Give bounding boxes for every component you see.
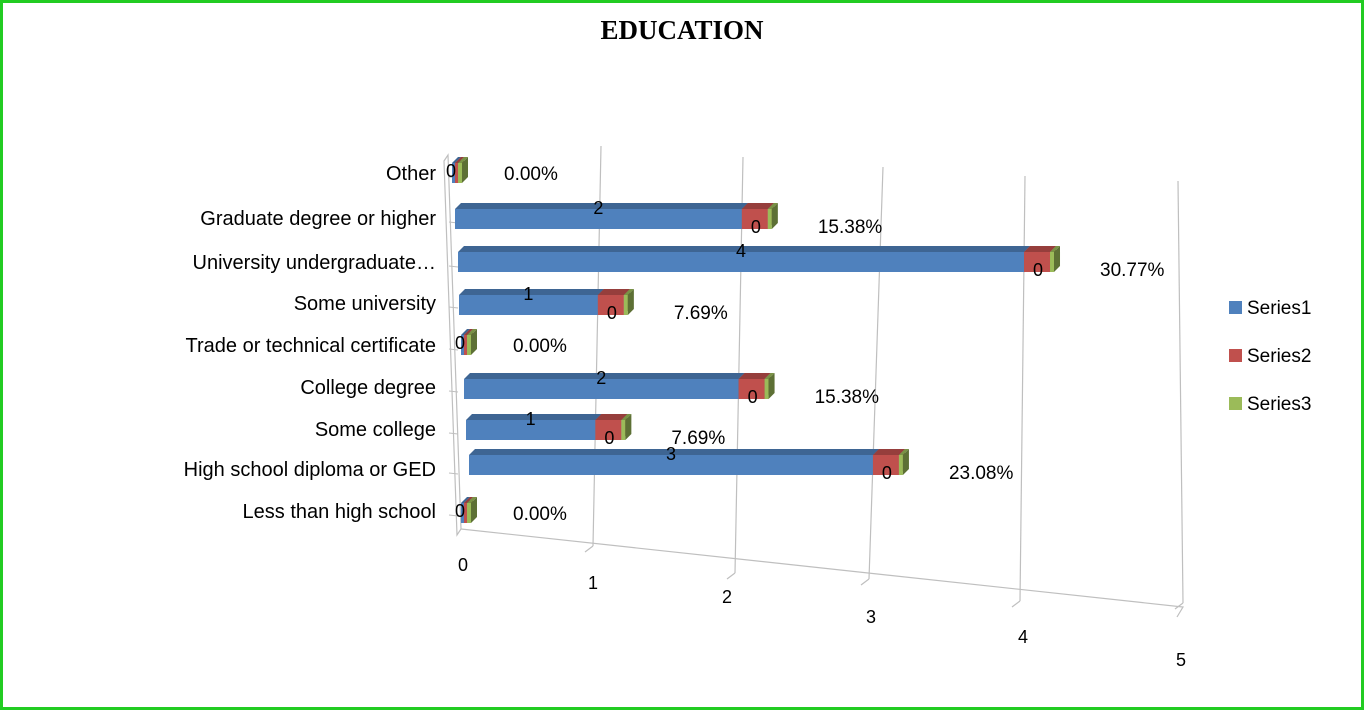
bar-university-undergraduate-series3 bbox=[1050, 252, 1054, 272]
percent-label: 23.08% bbox=[949, 463, 1014, 484]
data-label-series1: 4 bbox=[736, 241, 746, 261]
category-label-some-university: Some university bbox=[294, 293, 436, 315]
bar-less-than-high-school-series3 bbox=[467, 503, 471, 523]
percent-label: 0.00% bbox=[513, 504, 567, 525]
grid-foot-3 bbox=[861, 579, 869, 585]
x-tick-label: 0 bbox=[458, 555, 468, 575]
legend-swatch bbox=[1229, 397, 1242, 410]
data-label-series2: 0 bbox=[1033, 260, 1043, 280]
category-label-graduate-degree-or-higher: Graduate degree or higher bbox=[200, 208, 436, 230]
category-label-other: Other bbox=[386, 163, 436, 185]
x-tick-label: 1 bbox=[588, 573, 598, 593]
data-label-series1: 0 bbox=[455, 501, 465, 521]
percent-label: 15.38% bbox=[818, 217, 883, 238]
x-tick-label: 5 bbox=[1176, 650, 1186, 670]
legend-label: Series1 bbox=[1247, 298, 1311, 319]
category-label-trade-or-technical-certificate: Trade or technical certificate bbox=[186, 335, 436, 357]
bar-trade-or-technical-certificate-series3 bbox=[467, 335, 471, 355]
category-label-some-college: Some college bbox=[315, 419, 436, 441]
data-label-series2: 0 bbox=[604, 428, 614, 448]
category-label-less-than-high-school: Less than high school bbox=[243, 501, 436, 523]
grid-foot-4 bbox=[1012, 601, 1020, 607]
percent-label: 30.77% bbox=[1100, 260, 1165, 281]
legend-item-series1: Series1 bbox=[1229, 298, 1311, 319]
percent-label: 7.69% bbox=[674, 303, 728, 324]
floor-edge bbox=[461, 529, 1183, 617]
bar-some-university-series3 bbox=[624, 295, 628, 315]
percent-label: 0.00% bbox=[513, 336, 567, 357]
data-label-series2: 0 bbox=[882, 463, 892, 483]
data-label-series1: 0 bbox=[455, 333, 465, 353]
chart-labels: 0 1 2 3 4 5 Less than high school High school d… bbox=[184, 161, 1186, 670]
data-label-series2: 0 bbox=[607, 303, 617, 323]
gridline-4 bbox=[1020, 176, 1025, 601]
legend-swatch bbox=[1229, 301, 1242, 314]
legend-label: Series2 bbox=[1247, 346, 1311, 367]
grid-foot-1 bbox=[585, 546, 593, 552]
legend-item-series2: Series2 bbox=[1229, 346, 1311, 367]
gridline-5 bbox=[1178, 181, 1183, 603]
data-label-series1: 2 bbox=[593, 198, 603, 218]
data-label-series1: 0 bbox=[446, 161, 456, 181]
x-tick-label: 2 bbox=[722, 587, 732, 607]
data-label-series1: 1 bbox=[526, 409, 536, 429]
bar-college-degree-series3 bbox=[765, 379, 769, 399]
percent-label: 0.00% bbox=[504, 164, 558, 185]
category-label-high-school-diploma-or-ged: High school diploma or GED bbox=[184, 459, 436, 481]
data-label-series1: 1 bbox=[523, 284, 533, 304]
legend-swatch bbox=[1229, 349, 1242, 362]
x-tick-label: 4 bbox=[1018, 627, 1028, 647]
percent-label: 7.69% bbox=[671, 428, 725, 449]
bar-some-college-series3 bbox=[621, 420, 625, 440]
bar-high-school-diploma-or-ged-series3 bbox=[899, 455, 903, 475]
category-label-university-undergraduate: University undergraduate… bbox=[193, 252, 436, 274]
bar-graduate-degree-or-higher-series3 bbox=[768, 209, 772, 229]
chart-legend: Series1 Series2 Series3 bbox=[1229, 298, 1311, 415]
x-tick-label: 3 bbox=[866, 607, 876, 627]
percent-label: 15.38% bbox=[815, 387, 880, 408]
data-label-series1: 2 bbox=[596, 368, 606, 388]
data-label-series2: 0 bbox=[751, 217, 761, 237]
legend-item-series3: Series3 bbox=[1229, 394, 1311, 415]
data-label-series2: 0 bbox=[748, 387, 758, 407]
grid-foot-2 bbox=[727, 573, 735, 579]
legend-label: Series3 bbox=[1247, 394, 1311, 415]
bar-other-series3 bbox=[458, 163, 462, 183]
category-label-college-degree: College degree bbox=[300, 377, 436, 399]
chart-plot: 0 1 2 3 4 5 Less than high school High school d… bbox=[3, 3, 1361, 707]
